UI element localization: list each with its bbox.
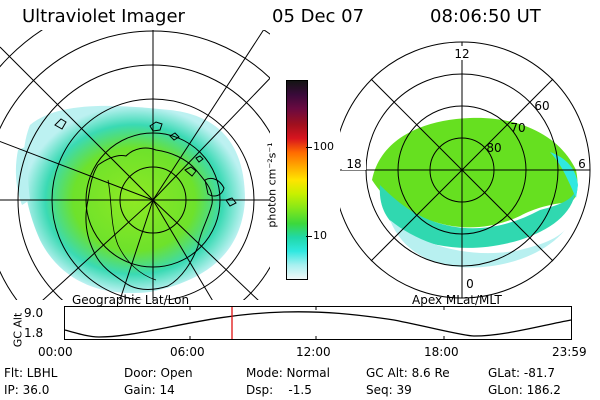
gain-info: Gain: 14 xyxy=(124,383,175,397)
mlt-label-18: 18 xyxy=(346,157,361,171)
altitude-tick-low: 1.8 xyxy=(24,326,44,340)
colorbar xyxy=(286,80,308,280)
dsp-info: Dsp: -1.5 xyxy=(246,383,312,397)
mode-info: Mode: Normal xyxy=(246,366,330,380)
apex-map: 12 18 6 0 60 70 80 xyxy=(340,41,591,299)
right-panel-caption: Apex MLat/MLT xyxy=(412,293,502,307)
mlat-label-70: 70 xyxy=(510,121,525,135)
time-tick-1200: 12:00 xyxy=(296,345,331,359)
continent-outline xyxy=(85,147,213,290)
glat-info: GLat: -81.7 xyxy=(488,366,555,380)
mlt-label-6: 6 xyxy=(578,157,586,171)
altitude-strip-ylabel: GC Alt xyxy=(11,312,25,348)
time-tick-1800: 18:00 xyxy=(424,345,459,359)
gc-alt-info: GC Alt: 8.6 Re xyxy=(366,366,450,380)
colorbar-tick-100: 100 xyxy=(313,140,334,153)
mlt-label-12: 12 xyxy=(454,47,469,61)
mlat-label-60: 60 xyxy=(534,99,549,113)
geographic-map xyxy=(0,30,270,300)
time-tick-0600: 06:00 xyxy=(170,345,205,359)
altitude-plot xyxy=(64,306,572,340)
colorbar-unit-label: photon cm⁻²s⁻¹ xyxy=(265,142,279,228)
glon-info: GLon: 186.2 xyxy=(488,383,561,397)
time-label: 08:06:50 UT xyxy=(430,6,541,27)
mlat-label-80: 80 xyxy=(486,141,501,155)
altitude-tick-high: 9.0 xyxy=(24,306,44,320)
filter-info: Flt: LBHL xyxy=(4,366,58,380)
instrument-title: Ultraviolet Imager xyxy=(22,6,185,27)
door-info: Door: Open xyxy=(124,366,193,380)
auroral-emission-region xyxy=(372,117,578,228)
ip-info: IP: 36.0 xyxy=(4,383,50,397)
time-tick-2359: 23:59 xyxy=(552,345,587,359)
mlt-label-0: 0 xyxy=(466,277,474,291)
colorbar-tick-10: 10 xyxy=(313,229,327,242)
date-label: 05 Dec 07 xyxy=(272,6,365,27)
time-tick-0000: 00:00 xyxy=(38,345,73,359)
altitude-curve xyxy=(64,311,572,338)
seq-info: Seq: 39 xyxy=(366,383,412,397)
left-panel-caption: Geographic Lat/Lon xyxy=(72,293,190,307)
